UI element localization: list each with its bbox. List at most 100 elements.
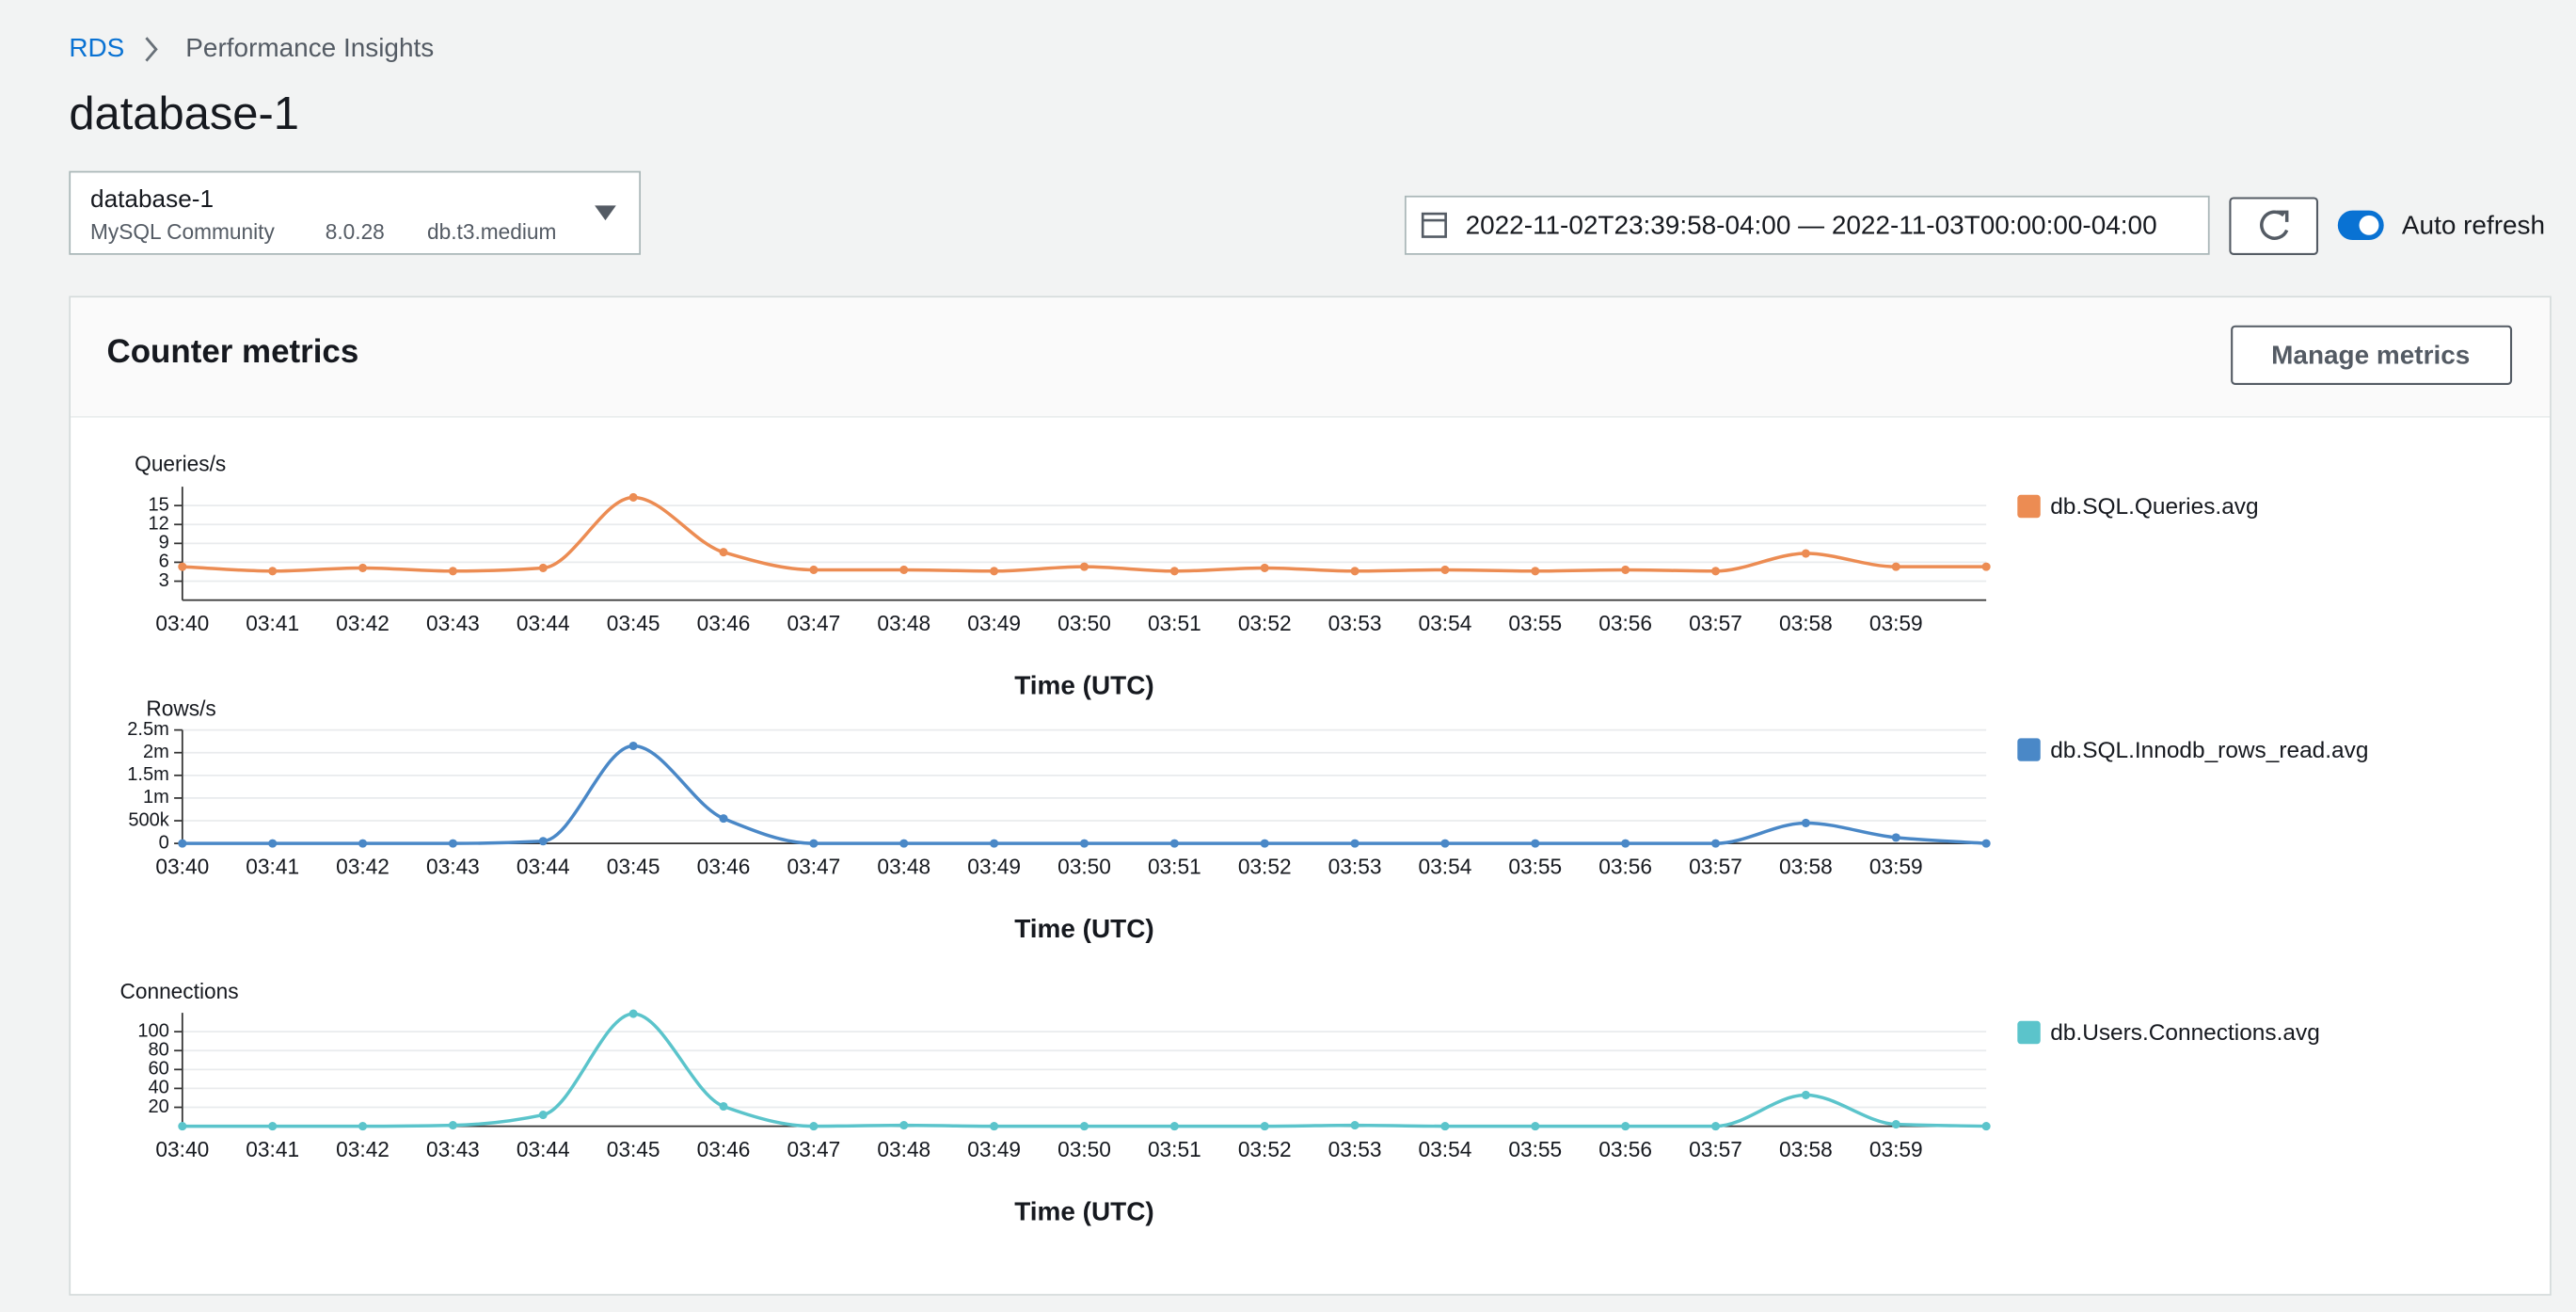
data-point: [1891, 833, 1900, 842]
y-tick-label: 9: [159, 533, 169, 553]
x-tick-label: 03:58: [1779, 611, 1833, 635]
data-point: [358, 839, 368, 848]
data-point: [899, 839, 909, 848]
data-point: [448, 1121, 457, 1130]
refresh-button[interactable]: [2229, 197, 2319, 255]
x-axis-title: Time (UTC): [1014, 671, 1153, 700]
x-tick-label: 03:57: [1689, 611, 1742, 635]
data-point: [448, 567, 457, 576]
data-point: [1531, 567, 1540, 576]
x-tick-label: 03:48: [877, 854, 930, 878]
x-tick-label: 03:57: [1689, 854, 1742, 878]
data-point: [178, 562, 187, 571]
x-tick-label: 03:44: [517, 611, 570, 635]
x-tick-label: 03:43: [426, 1137, 480, 1161]
instance-selector[interactable]: database-1 MySQL Community 8.0.28 db.t3.…: [69, 170, 642, 255]
x-tick-label: 03:45: [607, 611, 660, 635]
data-point: [538, 563, 548, 572]
data-point: [1079, 1122, 1089, 1131]
x-tick-label: 03:56: [1598, 1137, 1652, 1161]
refresh-icon-arrow: [2277, 210, 2289, 222]
x-axis-title: Time (UTC): [1014, 914, 1153, 943]
data-point: [1350, 1121, 1360, 1130]
legend-label: db.Users.Connections.avg: [2050, 1020, 2320, 1046]
x-tick-label: 03:56: [1598, 854, 1652, 878]
x-tick-label: 03:58: [1779, 1137, 1833, 1161]
x-tick-label: 03:40: [155, 854, 209, 878]
data-point: [809, 1122, 819, 1131]
calendar-icon: [1421, 212, 1447, 238]
data-point: [1440, 1122, 1450, 1131]
breadcrumb-link[interactable]: RDS: [69, 33, 124, 62]
data-point: [1710, 1122, 1721, 1131]
x-tick-label: 03:54: [1419, 1137, 1472, 1161]
x-tick-label: 03:52: [1238, 611, 1292, 635]
selector-engine: MySQL Community: [90, 219, 275, 244]
series-line: [182, 744, 1987, 845]
data-point: [268, 567, 278, 576]
x-tick-label: 03:55: [1508, 854, 1562, 878]
x-tick-label: 03:41: [246, 1137, 299, 1161]
dropdown-arrow: [595, 205, 616, 221]
data-point: [1260, 563, 1269, 572]
y-tick-label: 100: [137, 1020, 168, 1041]
x-tick-label: 03:49: [967, 1137, 1021, 1161]
time-range-box[interactable]: [1404, 195, 2210, 255]
x-tick-label: 03:47: [787, 854, 840, 878]
legend-swatch: [2017, 1020, 2041, 1045]
data-point: [628, 492, 638, 502]
auto-refresh-label: Auto refresh: [2402, 210, 2545, 239]
x-tick-label: 03:53: [1328, 611, 1382, 635]
x-tick-label: 03:41: [246, 611, 299, 635]
selector-box[interactable]: [69, 170, 642, 255]
data-point: [1350, 567, 1360, 576]
data-point: [719, 814, 728, 824]
x-tick-label: 03:57: [1689, 1137, 1742, 1161]
data-point: [990, 567, 999, 576]
legend-label: db.SQL.Queries.avg: [2050, 494, 2258, 520]
x-tick-label: 03:53: [1328, 1137, 1382, 1161]
y-tick-label: 40: [149, 1078, 169, 1098]
data-point: [628, 741, 638, 751]
series-line: [182, 1012, 1987, 1128]
legend-swatch: [2017, 738, 2041, 761]
data-point: [1801, 1090, 1810, 1099]
data-point: [268, 1122, 278, 1131]
x-tick-label: 03:53: [1328, 854, 1382, 878]
legend-swatch: [2017, 494, 2041, 519]
manage-metrics-button[interactable]: Manage metrics: [2231, 325, 2513, 385]
auto-refresh-toggle[interactable]: Auto refresh: [2337, 210, 2545, 241]
x-tick-label: 03:48: [877, 611, 930, 635]
x-tick-label: 03:45: [607, 1137, 660, 1161]
data-point: [1169, 567, 1179, 576]
x-tick-label: 03:58: [1779, 854, 1833, 878]
panel: [69, 296, 2552, 1296]
selector-version: 8.0.28: [326, 219, 385, 244]
x-tick-label: 03:42: [336, 1137, 390, 1161]
refresh-icon: [2260, 210, 2289, 240]
data-point: [809, 565, 819, 575]
x-tick-label: 03:43: [426, 611, 480, 635]
data-point: [719, 548, 728, 557]
x-tick-label: 03:47: [787, 611, 840, 635]
time-range-picker[interactable]: 2022-11-02T23:39:58-04:00 — 2022-11-03T0…: [1404, 195, 2210, 255]
data-point: [178, 1122, 187, 1131]
x-tick-label: 03:51: [1148, 611, 1201, 635]
data-point: [1801, 818, 1810, 827]
x-tick-label: 03:44: [517, 854, 570, 878]
manage-metrics-box[interactable]: [2231, 325, 2513, 385]
y-tick-label: 500k: [128, 809, 169, 830]
x-axis-title: Time (UTC): [1014, 1197, 1153, 1226]
x-tick-label: 03:46: [697, 611, 751, 635]
refresh-box[interactable]: [2229, 197, 2319, 255]
breadcrumb-current: Performance Insights: [185, 33, 434, 62]
x-tick-label: 03:48: [877, 1137, 930, 1161]
data-point: [990, 1122, 999, 1131]
data-point: [719, 1101, 728, 1112]
y-tick-label: 1.5m: [127, 764, 169, 785]
x-tick-label: 03:50: [1057, 1137, 1111, 1161]
data-point: [358, 563, 368, 572]
data-point: [899, 565, 909, 575]
data-point: [1169, 839, 1179, 848]
manage-metrics-label: Manage metrics: [2271, 340, 2470, 369]
